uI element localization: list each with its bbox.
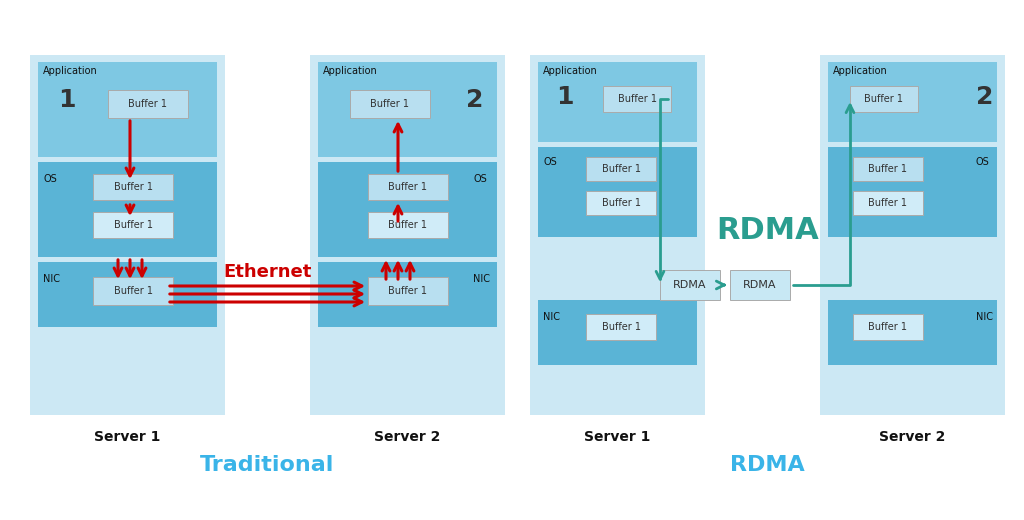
Text: Server 1: Server 1 [94, 430, 161, 444]
Text: Traditional: Traditional [201, 455, 335, 475]
FancyBboxPatch shape [603, 86, 671, 112]
FancyBboxPatch shape [853, 314, 923, 340]
Text: OS: OS [43, 174, 56, 184]
Text: 2: 2 [976, 85, 993, 109]
Text: Buffer 1: Buffer 1 [868, 322, 907, 332]
FancyBboxPatch shape [30, 55, 225, 415]
FancyBboxPatch shape [108, 90, 188, 118]
FancyBboxPatch shape [828, 300, 997, 365]
Text: Buffer 1: Buffer 1 [128, 99, 168, 109]
Text: RDMA: RDMA [716, 215, 819, 244]
FancyBboxPatch shape [820, 55, 1005, 415]
FancyBboxPatch shape [828, 147, 997, 237]
FancyBboxPatch shape [530, 55, 705, 415]
Text: Application: Application [43, 66, 97, 76]
FancyBboxPatch shape [538, 300, 697, 365]
Text: Buffer 1: Buffer 1 [868, 164, 907, 174]
FancyBboxPatch shape [538, 62, 697, 142]
FancyBboxPatch shape [38, 162, 217, 257]
Text: Buffer 1: Buffer 1 [868, 198, 907, 208]
Text: Buffer 1: Buffer 1 [388, 220, 427, 230]
FancyBboxPatch shape [93, 212, 173, 238]
FancyBboxPatch shape [586, 314, 656, 340]
FancyBboxPatch shape [586, 191, 656, 215]
FancyBboxPatch shape [730, 270, 790, 300]
Text: NIC: NIC [473, 274, 490, 284]
Text: Server 1: Server 1 [585, 430, 650, 444]
Text: OS: OS [473, 174, 486, 184]
Text: Buffer 1: Buffer 1 [864, 94, 903, 104]
Text: Buffer 1: Buffer 1 [601, 198, 640, 208]
Text: Buffer 1: Buffer 1 [617, 94, 656, 104]
FancyBboxPatch shape [850, 86, 918, 112]
Text: Buffer 1: Buffer 1 [114, 286, 153, 296]
FancyBboxPatch shape [538, 147, 697, 237]
FancyBboxPatch shape [93, 277, 173, 305]
Text: Server 2: Server 2 [880, 430, 946, 444]
Text: Buffer 1: Buffer 1 [601, 164, 640, 174]
FancyBboxPatch shape [38, 62, 217, 157]
FancyBboxPatch shape [310, 55, 505, 415]
Text: Application: Application [543, 66, 598, 76]
FancyBboxPatch shape [318, 162, 497, 257]
FancyBboxPatch shape [38, 262, 217, 327]
FancyBboxPatch shape [318, 262, 497, 327]
Text: Buffer 1: Buffer 1 [114, 220, 153, 230]
Text: Buffer 1: Buffer 1 [371, 99, 410, 109]
Text: 2: 2 [466, 88, 483, 112]
FancyBboxPatch shape [93, 174, 173, 200]
Text: RDMA: RDMA [730, 455, 805, 475]
Text: Buffer 1: Buffer 1 [114, 182, 153, 192]
FancyBboxPatch shape [318, 62, 497, 157]
FancyBboxPatch shape [828, 62, 997, 142]
FancyBboxPatch shape [660, 270, 720, 300]
Text: NIC: NIC [43, 274, 60, 284]
FancyBboxPatch shape [368, 277, 449, 305]
Text: Application: Application [323, 66, 378, 76]
Text: Server 2: Server 2 [375, 430, 440, 444]
Text: Buffer 1: Buffer 1 [388, 286, 427, 296]
FancyBboxPatch shape [368, 174, 449, 200]
FancyBboxPatch shape [853, 157, 923, 181]
Text: 1: 1 [58, 88, 76, 112]
Text: NIC: NIC [543, 312, 560, 322]
FancyBboxPatch shape [368, 212, 449, 238]
Text: 1: 1 [556, 85, 573, 109]
Text: Buffer 1: Buffer 1 [601, 322, 640, 332]
Text: RDMA: RDMA [743, 280, 777, 290]
Text: OS: OS [543, 157, 557, 167]
Text: RDMA: RDMA [673, 280, 707, 290]
Text: NIC: NIC [976, 312, 993, 322]
FancyBboxPatch shape [350, 90, 430, 118]
Text: Buffer 1: Buffer 1 [388, 182, 427, 192]
Text: OS: OS [976, 157, 990, 167]
FancyBboxPatch shape [586, 157, 656, 181]
FancyBboxPatch shape [853, 191, 923, 215]
Text: Ethernet: Ethernet [223, 263, 311, 281]
Text: Application: Application [833, 66, 888, 76]
